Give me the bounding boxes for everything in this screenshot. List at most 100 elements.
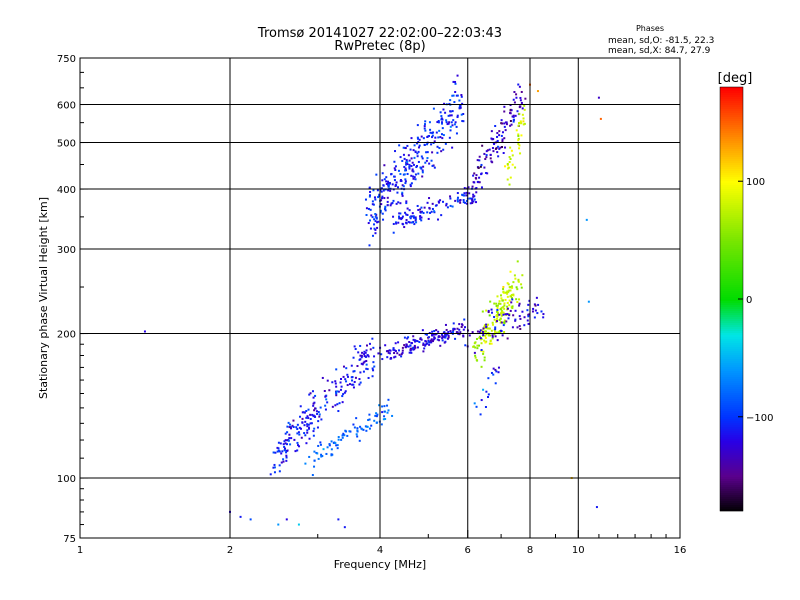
data-point	[384, 209, 387, 212]
data-point	[414, 339, 417, 342]
data-point	[431, 151, 434, 154]
data-point	[272, 466, 275, 469]
data-point	[469, 202, 472, 205]
data-point	[374, 220, 377, 223]
colorbar-segment	[720, 115, 743, 118]
data-point	[508, 299, 511, 302]
data-point	[312, 414, 315, 417]
data-point	[410, 215, 413, 218]
data-point	[381, 179, 384, 182]
colorbar-segment	[720, 201, 743, 204]
data-point	[408, 163, 411, 166]
data-point	[506, 307, 509, 310]
colorbar-segment	[720, 493, 743, 496]
data-point	[470, 197, 473, 200]
data-point	[444, 334, 447, 337]
data-point	[409, 344, 412, 347]
data-point	[532, 307, 535, 310]
data-point	[495, 310, 498, 313]
data-point	[405, 202, 408, 205]
data-point	[284, 432, 287, 435]
data-point	[495, 314, 498, 317]
data-point	[500, 134, 503, 137]
colorbar-segment	[720, 453, 743, 456]
data-point	[404, 182, 407, 185]
data-point	[518, 304, 521, 307]
data-point	[511, 305, 514, 308]
data-point	[493, 143, 496, 146]
data-point	[446, 123, 449, 126]
data-point	[498, 147, 501, 150]
data-point	[425, 333, 428, 336]
data-point	[282, 443, 285, 446]
data-point	[438, 339, 441, 342]
colorbar-segment	[720, 487, 743, 490]
data-point	[462, 335, 465, 338]
x-tick-label: 16	[674, 545, 687, 556]
colorbar-segment	[720, 449, 743, 452]
data-point	[490, 137, 493, 140]
data-point	[397, 201, 400, 204]
data-point	[465, 199, 468, 202]
data-point	[407, 220, 410, 223]
data-point	[496, 313, 499, 316]
data-point	[303, 432, 306, 435]
data-point	[473, 195, 476, 198]
data-point	[451, 94, 454, 97]
colorbar-segment	[720, 377, 743, 380]
data-point	[297, 431, 300, 434]
data-point	[420, 155, 423, 158]
data-point	[388, 352, 391, 355]
data-point	[321, 376, 324, 379]
data-point	[312, 396, 315, 399]
data-point	[286, 439, 289, 442]
data-point	[417, 160, 420, 163]
colorbar-segment	[720, 399, 743, 402]
data-point	[449, 197, 452, 200]
data-point	[406, 337, 409, 340]
data-point	[414, 216, 417, 219]
data-point	[473, 351, 476, 354]
data-point	[430, 338, 433, 341]
data-point	[482, 352, 485, 355]
data-point	[306, 415, 309, 418]
data-point	[373, 227, 376, 230]
data-point	[449, 114, 452, 117]
data-point	[382, 184, 385, 187]
data-point	[405, 345, 408, 348]
data-point	[437, 121, 440, 124]
data-point	[478, 335, 481, 338]
data-point	[494, 330, 497, 333]
colorbar-segment	[720, 337, 743, 340]
data-point	[404, 346, 407, 349]
data-point	[491, 335, 494, 338]
data-point	[473, 402, 476, 405]
data-point	[519, 120, 522, 123]
data-point	[285, 456, 288, 459]
data-point	[382, 189, 385, 192]
data-point	[334, 404, 337, 407]
colorbar-segment	[720, 433, 743, 436]
data-point	[506, 313, 509, 316]
data-point	[516, 260, 519, 263]
data-point	[358, 439, 361, 442]
data-point	[338, 402, 341, 405]
data-point	[502, 288, 505, 291]
data-point	[452, 330, 455, 333]
data-point	[471, 185, 474, 188]
data-point	[330, 440, 333, 443]
data-point	[381, 195, 384, 198]
data-point	[504, 298, 507, 301]
data-point	[479, 331, 482, 334]
colorbar-segment	[720, 483, 743, 486]
data-point	[503, 304, 506, 307]
data-point	[408, 165, 411, 168]
colorbar-segment	[720, 305, 743, 308]
data-point	[376, 221, 379, 224]
data-point	[510, 123, 513, 126]
data-point	[394, 183, 397, 186]
data-point	[500, 314, 503, 317]
colorbar-segment	[720, 187, 743, 190]
data-point	[484, 341, 487, 344]
data-point	[335, 368, 338, 371]
